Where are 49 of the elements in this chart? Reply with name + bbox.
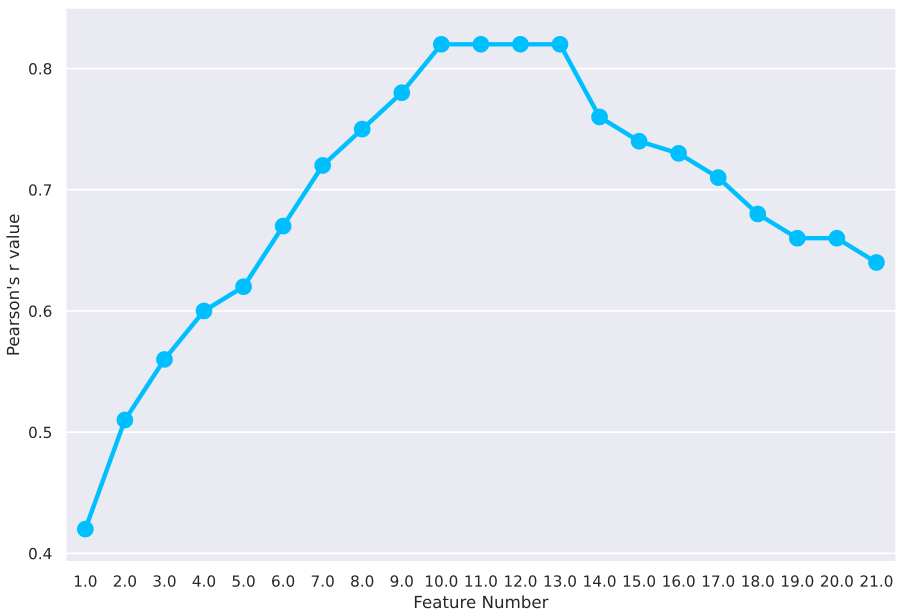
point — [77, 520, 94, 538]
y-tick-label: 0.8 — [29, 62, 52, 75]
x-tick-label: 18.0 — [742, 575, 774, 587]
x-tick-label: 13.0 — [544, 575, 576, 587]
point — [710, 169, 727, 186]
x-tick-label: 14.0 — [584, 575, 616, 587]
x-tick-label: 2.0 — [114, 575, 136, 587]
point — [512, 36, 529, 53]
x-tick-label: 12.0 — [505, 575, 536, 587]
point — [630, 132, 648, 150]
y-tick-label: 0.4 — [29, 548, 52, 560]
point — [156, 351, 173, 368]
x-tick-label: 15.0 — [624, 575, 656, 587]
point — [670, 145, 687, 162]
x-tick-label: 9.0 — [390, 575, 413, 587]
x-tick-label: 10.0 — [426, 575, 458, 587]
x-tick-label: 8.0 — [351, 575, 374, 587]
x-tick-label: 1.0 — [74, 575, 96, 587]
point — [591, 108, 608, 126]
point — [552, 36, 568, 53]
x-tick-label: 16.0 — [663, 575, 695, 587]
point — [274, 218, 292, 234]
point — [868, 254, 885, 271]
point — [196, 302, 212, 320]
x-tick-label: 11.0 — [466, 575, 497, 587]
y-tick-label: 0.7 — [29, 184, 52, 196]
x-tick-label: 4.0 — [192, 575, 216, 587]
x-tick-label: 20.0 — [820, 575, 853, 587]
point — [235, 278, 252, 296]
x-tick-label: 7.0 — [312, 575, 334, 587]
x-tick-label: 6.0 — [272, 575, 294, 587]
x-tick-label: 3.0 — [153, 575, 176, 587]
point — [116, 412, 134, 428]
x-axis-title: Feature Number — [414, 595, 548, 608]
point — [828, 230, 846, 247]
point — [354, 120, 371, 138]
point — [749, 206, 766, 222]
point — [314, 157, 331, 174]
point — [788, 230, 806, 247]
point — [432, 36, 450, 53]
point — [393, 84, 410, 102]
y-tick-label: 0.6 — [29, 305, 52, 317]
point — [472, 36, 490, 53]
x-tick-label: 17.0 — [702, 575, 734, 587]
x-tick-label: 5.0 — [232, 575, 255, 587]
x-tick-label: 21.0 — [860, 575, 892, 587]
x-tick-label: 19.0 — [782, 575, 814, 587]
y-tick-label: 0.5 — [29, 426, 52, 438]
y-axis-title: Pearson's r value — [6, 214, 20, 354]
